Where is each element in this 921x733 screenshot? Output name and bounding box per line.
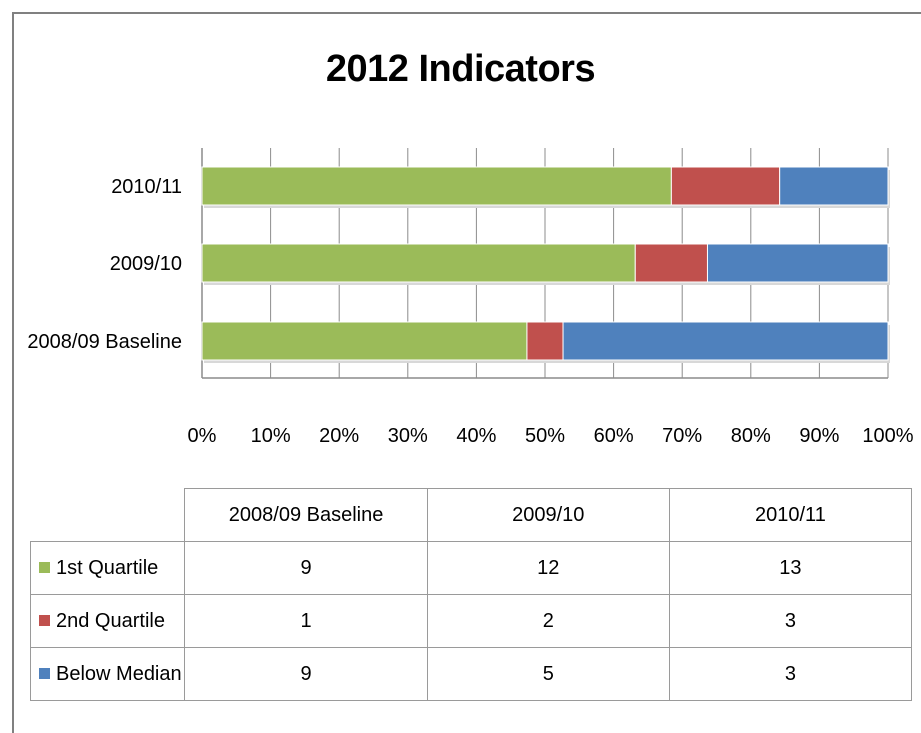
tick-label: 40% xyxy=(456,425,496,447)
series-label-cell: Below Median xyxy=(29,647,186,701)
table-row: 1st Quartile 9 12 13 xyxy=(29,541,913,595)
series-name: 1st Quartile xyxy=(56,556,159,579)
tick-label: 60% xyxy=(594,425,634,447)
tick-label: 20% xyxy=(319,425,359,447)
legend-swatch xyxy=(39,614,50,626)
bar-segment xyxy=(201,243,636,283)
data-table: 2008/09 Baseline 2009/10 2010/11 1st Qua… xyxy=(29,488,913,701)
table-corner xyxy=(30,488,186,542)
bar-segment xyxy=(201,321,528,361)
tick-label: 10% xyxy=(251,425,291,447)
legend-swatch xyxy=(39,667,50,679)
bar-chart: 2008/09 Baseline 2009/10 2010/11 0% 10% 20% 3… xyxy=(27,148,914,447)
tick-label: 30% xyxy=(388,425,428,447)
category-label: 2009/10 xyxy=(110,253,182,275)
tick-label: 50% xyxy=(525,425,565,447)
bar-segment xyxy=(779,166,889,206)
bar-segment xyxy=(670,166,781,206)
table-header-cell: 2008/09 Baseline xyxy=(184,488,428,542)
table-cell: 9 xyxy=(184,541,428,595)
table-cell: 2 xyxy=(426,594,670,648)
series-name: 2nd Quartile xyxy=(56,609,165,632)
tick-label: 90% xyxy=(799,425,839,447)
table-row: 2nd Quartile 1 2 3 xyxy=(29,594,913,648)
bars xyxy=(201,166,890,363)
bar-segment xyxy=(562,321,889,361)
series-label-cell: 1st Quartile xyxy=(29,541,186,595)
table-cell: 3 xyxy=(668,647,913,701)
tick-label: 70% xyxy=(662,425,702,447)
table-header-cell: 2010/11 xyxy=(668,488,913,542)
table-row: Below Median 9 5 3 xyxy=(29,647,913,701)
tick-label: 0% xyxy=(188,425,217,447)
table-cell: 13 xyxy=(668,541,913,595)
table-header-row: 2008/09 Baseline 2009/10 2010/11 xyxy=(30,488,913,542)
legend-swatch xyxy=(39,561,50,573)
table-cell: 9 xyxy=(184,647,428,701)
category-labels: 2008/09 Baseline 2009/10 2010/11 xyxy=(27,176,182,353)
category-label: 2010/11 xyxy=(111,176,182,198)
table-cell: 1 xyxy=(184,594,428,648)
bar-segment xyxy=(706,243,889,283)
series-name: Below Median xyxy=(56,662,182,685)
bar-segment xyxy=(634,243,708,283)
tick-label: 100% xyxy=(862,425,913,447)
table-cell: 5 xyxy=(426,647,670,701)
chart-title: 2012 Indicators xyxy=(325,48,596,90)
table-cell: 12 xyxy=(426,541,670,595)
series-label-cell: 2nd Quartile xyxy=(29,594,186,648)
tick-labels: 0% 10% 20% 30% 40% 50% 60% 70% 80% 90% 100% xyxy=(188,425,914,447)
category-label: 2008/09 Baseline xyxy=(27,331,182,353)
table-header-cell: 2009/10 xyxy=(426,488,670,542)
bar-segment xyxy=(201,166,672,206)
bar-segment xyxy=(526,321,564,361)
table-cell: 3 xyxy=(668,594,913,648)
tick-label: 80% xyxy=(731,425,771,447)
